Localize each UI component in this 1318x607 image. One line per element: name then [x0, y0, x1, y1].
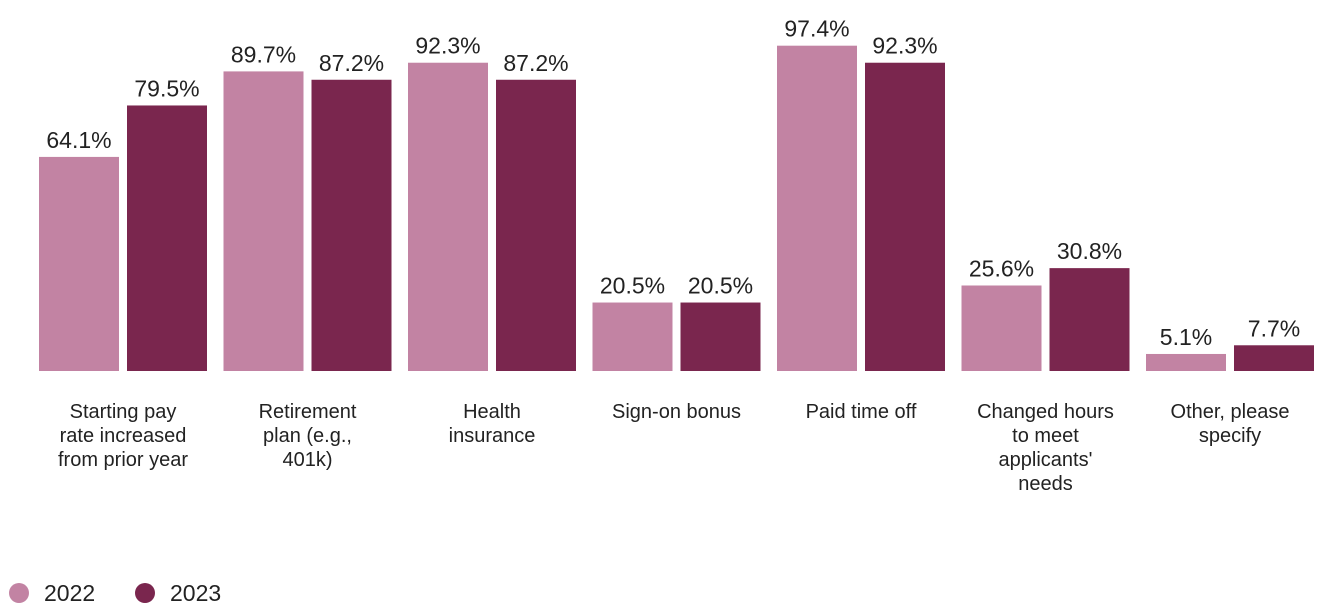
bar-2023-7 [1234, 345, 1314, 371]
legend: 2022 2023 [9, 580, 221, 606]
category-label-2: Retirement plan (e.g., 401k) [259, 401, 357, 471]
value-label-2022-3: 92.3% [415, 33, 480, 59]
category-labels-group: Starting pay rate increased from prior yea… [58, 401, 1290, 495]
category-label-7: Other, please specify [1171, 401, 1290, 447]
bar-2023-2 [311, 79, 392, 371]
legend-label-2022: 2022 [44, 580, 95, 606]
value-label-2023-4: 20.5% [688, 273, 753, 299]
category-label-line: applicants' [999, 449, 1093, 471]
value-label-2023-5: 92.3% [872, 33, 937, 59]
category-label-line: to meet [1012, 425, 1079, 447]
value-label-2023-3: 87.2% [503, 50, 568, 76]
bar-2023-4 [680, 302, 761, 371]
category-label-5: Paid time off [806, 401, 917, 423]
value-label-2022-2: 89.7% [231, 41, 296, 67]
value-label-2022-5: 97.4% [784, 16, 849, 42]
bar-2022-4 [592, 302, 673, 371]
category-label-line: needs [1018, 473, 1073, 495]
value-labels-group: 64.1% 79.5% 89.7% 87.2% 92.3% 87.2% 20.5% 20.5%… [46, 16, 1300, 350]
category-label-line: Starting pay [70, 401, 177, 423]
category-label-line: plan (e.g., [263, 425, 352, 447]
bars-group [39, 45, 1314, 372]
category-label-line: 401k) [282, 449, 332, 471]
value-label-2023-1: 79.5% [134, 75, 199, 101]
value-label-2023-2: 87.2% [319, 50, 384, 76]
value-label-2023-6: 30.8% [1057, 238, 1122, 264]
legend-marker-2022 [9, 583, 29, 603]
legend-label-2023: 2023 [170, 580, 221, 606]
bar-2022-2 [223, 71, 304, 371]
value-label-2022-7: 5.1% [1160, 324, 1212, 350]
category-label-line: insurance [449, 425, 536, 447]
bar-2023-1 [127, 105, 207, 371]
category-label-line: specify [1199, 425, 1261, 447]
category-label-line: rate increased [60, 425, 187, 447]
category-label-4: Sign-on bonus [612, 401, 741, 423]
category-label-line: Other, please [1171, 401, 1290, 423]
value-label-2023-7: 7.7% [1248, 315, 1300, 341]
bar-2022-1 [39, 156, 119, 371]
category-label-6: Changed hours to meet applicants' needs [977, 401, 1114, 495]
category-label-3: Health insurance [449, 401, 536, 447]
category-label-line: Changed hours [977, 401, 1114, 423]
category-label-line: Paid time off [806, 401, 917, 423]
value-label-2022-6: 25.6% [969, 255, 1034, 281]
category-label-1: Starting pay rate increased from prior yea… [58, 401, 188, 471]
category-label-line: Health [463, 401, 521, 423]
value-label-2022-1: 64.1% [46, 127, 111, 153]
bar-2022-3 [408, 62, 488, 372]
category-label-line: Retirement [259, 401, 357, 423]
category-label-line: Sign-on bonus [612, 401, 741, 423]
bar-2023-6 [1049, 268, 1130, 371]
bar-2022-6 [961, 285, 1042, 371]
bar-2023-3 [496, 79, 576, 371]
bar-2022-5 [777, 45, 857, 372]
bar-2023-5 [865, 62, 945, 372]
value-label-2022-4: 20.5% [600, 273, 665, 299]
legend-marker-2023 [135, 583, 155, 603]
category-label-line: from prior year [58, 449, 188, 471]
bar-2022-7 [1146, 353, 1226, 371]
